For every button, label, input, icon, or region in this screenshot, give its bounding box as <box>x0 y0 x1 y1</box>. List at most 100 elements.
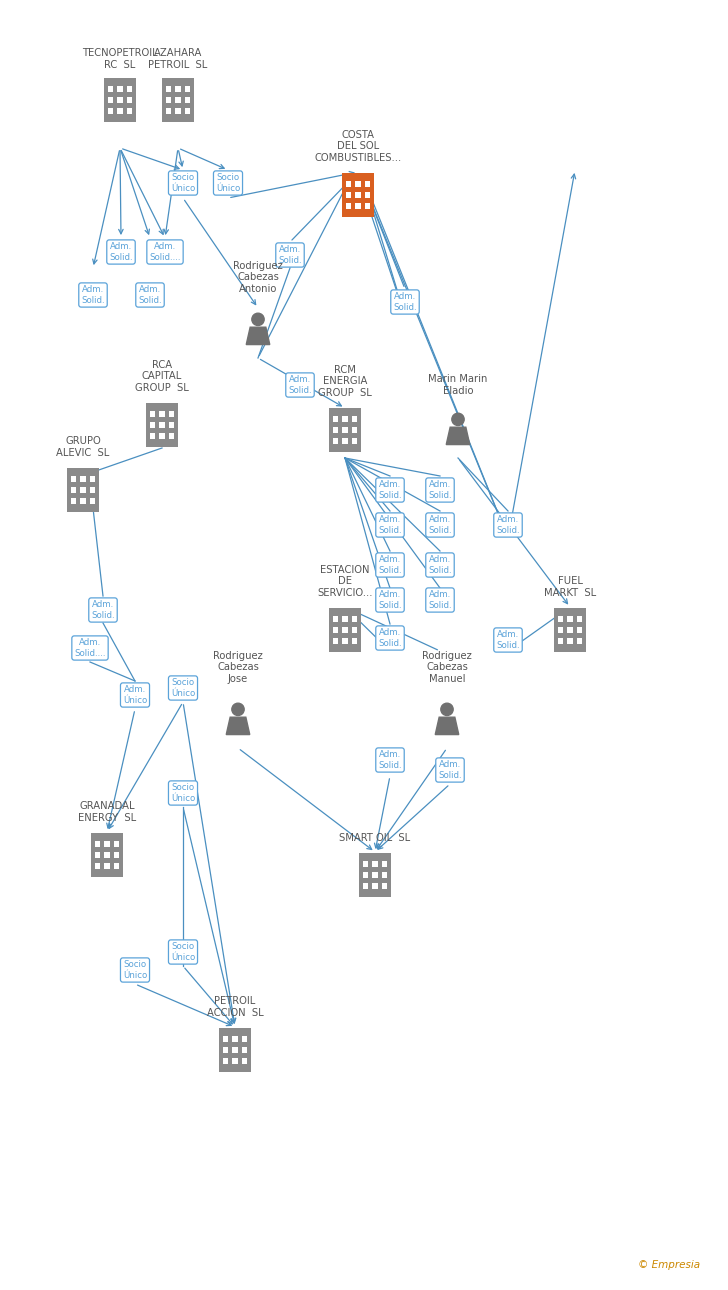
FancyBboxPatch shape <box>67 468 99 512</box>
FancyBboxPatch shape <box>223 1036 228 1041</box>
FancyBboxPatch shape <box>329 408 361 451</box>
FancyBboxPatch shape <box>352 639 357 644</box>
FancyBboxPatch shape <box>71 476 76 481</box>
FancyBboxPatch shape <box>71 498 76 503</box>
FancyBboxPatch shape <box>90 498 95 503</box>
Text: Socio
Único: Socio Único <box>171 942 195 962</box>
FancyBboxPatch shape <box>558 639 563 644</box>
Text: Adm.
Único: Adm. Único <box>123 685 147 704</box>
FancyBboxPatch shape <box>554 608 586 651</box>
Text: Socio
Único: Socio Único <box>171 173 195 192</box>
FancyBboxPatch shape <box>90 488 95 493</box>
FancyBboxPatch shape <box>95 841 100 846</box>
Text: AZAHARA
PETROIL  SL: AZAHARA PETROIL SL <box>149 49 207 70</box>
Text: ESTACION
DE
SERVICIO...: ESTACION DE SERVICIO... <box>317 565 373 599</box>
FancyBboxPatch shape <box>127 86 132 92</box>
Text: SMART OIL  SL: SMART OIL SL <box>339 833 411 842</box>
FancyBboxPatch shape <box>372 862 378 867</box>
FancyBboxPatch shape <box>382 862 387 867</box>
FancyBboxPatch shape <box>169 422 174 428</box>
FancyBboxPatch shape <box>108 86 113 92</box>
FancyBboxPatch shape <box>342 627 348 632</box>
FancyBboxPatch shape <box>175 108 181 114</box>
Text: Adm.
Solid.: Adm. Solid. <box>378 555 402 575</box>
FancyBboxPatch shape <box>365 182 371 187</box>
FancyBboxPatch shape <box>372 872 378 877</box>
FancyBboxPatch shape <box>355 204 360 209</box>
FancyBboxPatch shape <box>162 77 194 123</box>
Text: Socio
Único: Socio Único <box>171 783 195 802</box>
FancyBboxPatch shape <box>175 97 181 103</box>
Polygon shape <box>446 427 470 445</box>
FancyBboxPatch shape <box>232 1058 238 1064</box>
FancyBboxPatch shape <box>372 884 378 889</box>
FancyBboxPatch shape <box>558 617 563 622</box>
FancyBboxPatch shape <box>166 108 171 114</box>
FancyBboxPatch shape <box>577 627 582 632</box>
FancyBboxPatch shape <box>333 439 338 444</box>
Text: Marin Marin
Eladio: Marin Marin Eladio <box>428 374 488 396</box>
Polygon shape <box>435 717 459 734</box>
FancyBboxPatch shape <box>150 412 155 417</box>
FancyBboxPatch shape <box>108 108 113 114</box>
Text: Adm.
Solid....: Adm. Solid.... <box>149 243 181 262</box>
Text: Socio
Único: Socio Único <box>216 173 240 192</box>
Text: Adm.
Solid.: Adm. Solid. <box>378 628 402 648</box>
FancyBboxPatch shape <box>117 108 123 114</box>
FancyBboxPatch shape <box>223 1047 228 1053</box>
Text: Adm.
Solid.: Adm. Solid. <box>378 480 402 499</box>
Text: RCM
ENERGIA
GROUP  SL: RCM ENERGIA GROUP SL <box>318 365 372 399</box>
Text: Adm.
Solid.: Adm. Solid. <box>278 245 302 264</box>
FancyBboxPatch shape <box>104 863 110 868</box>
FancyBboxPatch shape <box>71 488 76 493</box>
Text: Adm.
Solid.: Adm. Solid. <box>428 555 452 575</box>
FancyBboxPatch shape <box>91 833 123 877</box>
Text: Adm.
Solid.: Adm. Solid. <box>496 631 520 650</box>
FancyBboxPatch shape <box>333 639 338 644</box>
FancyBboxPatch shape <box>333 417 338 422</box>
Text: Adm.
Solid.: Adm. Solid. <box>378 591 402 610</box>
Text: Socio
Único: Socio Único <box>171 679 195 698</box>
Text: Adm.
Solid.: Adm. Solid. <box>428 591 452 610</box>
Text: Adm.
Solid.: Adm. Solid. <box>378 751 402 770</box>
FancyBboxPatch shape <box>127 108 132 114</box>
FancyBboxPatch shape <box>117 86 123 92</box>
Text: COSTA
DEL SOL
COMBUSTIBLES...: COSTA DEL SOL COMBUSTIBLES... <box>314 130 402 163</box>
Text: PETROIL
ACCION  SL: PETROIL ACCION SL <box>207 996 264 1018</box>
FancyBboxPatch shape <box>558 627 563 632</box>
FancyBboxPatch shape <box>346 204 351 209</box>
FancyBboxPatch shape <box>342 617 348 622</box>
FancyBboxPatch shape <box>363 862 368 867</box>
Text: Rodriguez
Cabezas
Manuel: Rodriguez Cabezas Manuel <box>422 650 472 684</box>
FancyBboxPatch shape <box>342 417 348 422</box>
FancyBboxPatch shape <box>223 1058 228 1064</box>
FancyBboxPatch shape <box>185 86 190 92</box>
FancyBboxPatch shape <box>90 476 95 481</box>
Text: TECNOPETROIL
RC  SL: TECNOPETROIL RC SL <box>82 49 158 70</box>
FancyBboxPatch shape <box>232 1036 238 1041</box>
FancyBboxPatch shape <box>346 182 351 187</box>
FancyBboxPatch shape <box>114 863 119 868</box>
FancyBboxPatch shape <box>166 97 171 103</box>
Text: Adm.
Solid.: Adm. Solid. <box>428 480 452 499</box>
Text: Socio
Único: Socio Único <box>123 960 147 979</box>
FancyBboxPatch shape <box>169 433 174 439</box>
FancyBboxPatch shape <box>363 872 368 877</box>
FancyBboxPatch shape <box>365 192 371 197</box>
FancyBboxPatch shape <box>342 639 348 644</box>
FancyBboxPatch shape <box>150 433 155 439</box>
FancyBboxPatch shape <box>80 476 86 481</box>
FancyBboxPatch shape <box>355 182 360 187</box>
FancyBboxPatch shape <box>365 204 371 209</box>
FancyBboxPatch shape <box>104 853 110 858</box>
Text: © Empresia: © Empresia <box>638 1260 700 1269</box>
FancyBboxPatch shape <box>355 192 360 197</box>
FancyBboxPatch shape <box>219 1028 251 1072</box>
FancyBboxPatch shape <box>352 439 357 444</box>
FancyBboxPatch shape <box>117 97 123 103</box>
FancyBboxPatch shape <box>95 853 100 858</box>
Text: RCA
CAPITAL
GROUP  SL: RCA CAPITAL GROUP SL <box>135 360 189 393</box>
FancyBboxPatch shape <box>577 617 582 622</box>
FancyBboxPatch shape <box>104 841 110 846</box>
Text: Adm.
Solid.: Adm. Solid. <box>82 285 105 304</box>
